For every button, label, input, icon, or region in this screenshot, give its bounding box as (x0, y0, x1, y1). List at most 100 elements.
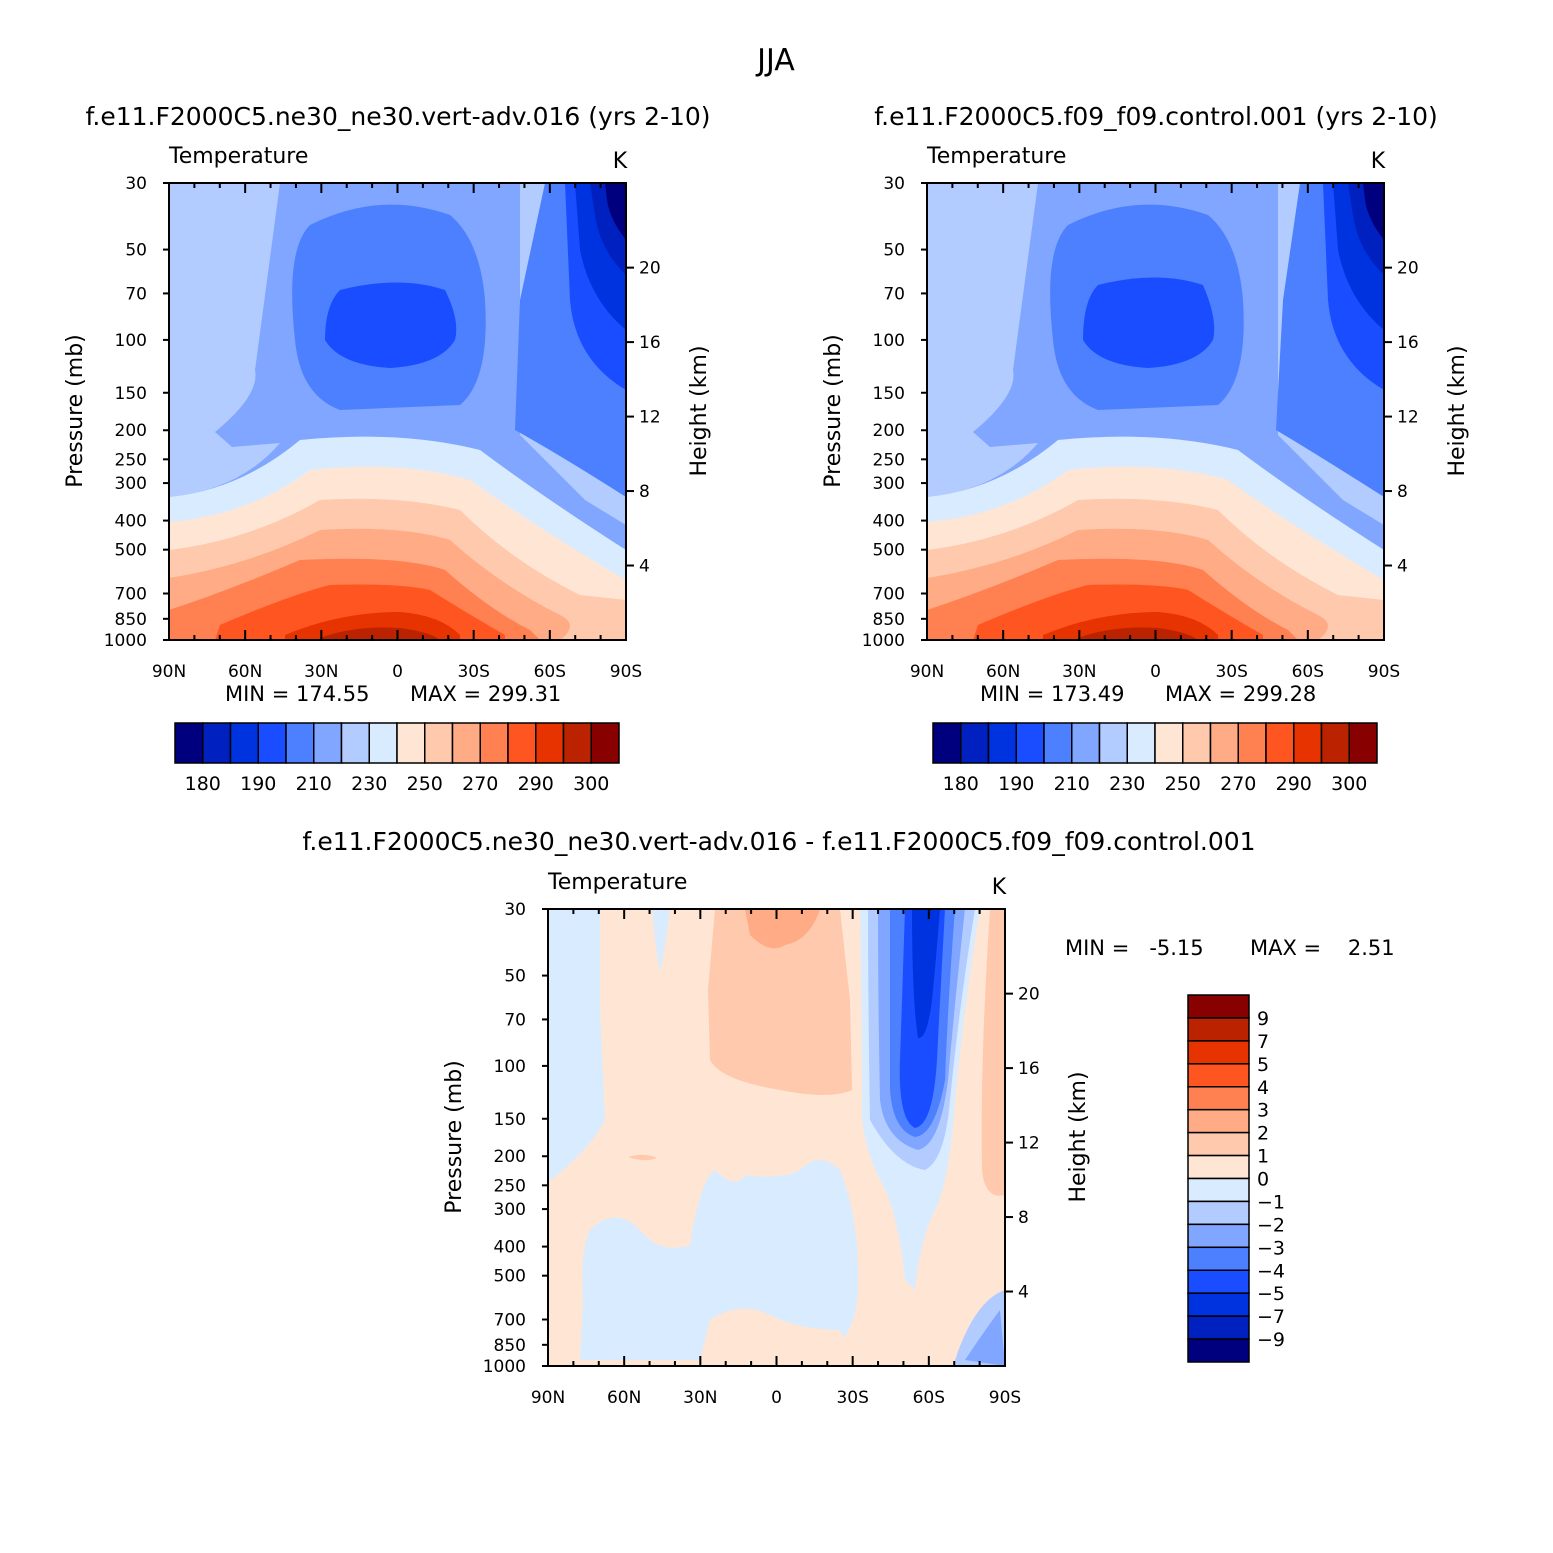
colorbar-swatch (1237, 722, 1267, 764)
y2-tick-label: 20 (1397, 259, 1419, 279)
colorbar-label: 250 (1165, 773, 1201, 795)
panel-3-units: K (992, 875, 1007, 900)
panel-3-min: MIN = -5.15 (1065, 936, 1204, 960)
y-tick-label: 1000 (104, 631, 147, 651)
colorbar-swatch (1320, 722, 1350, 764)
x-tick-label: 90S (610, 662, 642, 682)
colorbar-swatch (1187, 1063, 1250, 1088)
x-tick-label: 60N (607, 1388, 641, 1408)
x-tick-label: 0 (1150, 662, 1161, 682)
colorbar-label: 190 (240, 773, 276, 795)
panel-2: f.e11.F2000C5.f09_f09.control.001 (yrs 2… (821, 102, 1470, 795)
page-title: JJA (755, 43, 795, 78)
colorbar-swatch (932, 722, 962, 764)
y2-tick-label: 12 (1018, 1134, 1040, 1154)
colorbar-swatch (1182, 722, 1212, 764)
colorbar-swatch (1187, 1200, 1250, 1226)
colorbar-swatch (202, 722, 232, 764)
y2-tick-label: 16 (1397, 333, 1419, 353)
colorbar-label: 4 (1257, 1077, 1269, 1099)
y-tick-label: 850 (873, 610, 905, 630)
colorbar-swatch (1187, 1269, 1250, 1294)
colorbar-swatch (1043, 722, 1073, 764)
panel-2-contours (927, 183, 1384, 640)
x-tick-label: 30N (304, 662, 338, 682)
colorbar-label: 300 (573, 773, 609, 795)
x-tick-label: 90S (1368, 662, 1400, 682)
colorbar-swatch (1187, 1177, 1250, 1203)
y-tick-label: 250 (494, 1176, 526, 1196)
y-tick-label: 850 (115, 610, 147, 630)
colorbar-label: 300 (1331, 773, 1367, 795)
y-tick-label: 250 (115, 450, 147, 470)
colorbar-label: 2 (1257, 1123, 1269, 1145)
panel-1-axes: 3050701001502002503004005007008501000481… (104, 174, 661, 682)
colorbar-swatch (1187, 1338, 1250, 1363)
colorbar-swatch (285, 722, 315, 764)
panel-1-ylabel: Pressure (mb) (63, 334, 88, 488)
panel-2-y2label: Height (km) (1445, 345, 1470, 476)
colorbar-swatch (174, 722, 204, 764)
colorbar-swatch (257, 722, 287, 764)
panel-2-ylabel: Pressure (mb) (821, 334, 846, 488)
colorbar-swatch (451, 722, 481, 764)
y2-tick-label: 16 (639, 333, 661, 353)
x-tick-label: 90N (531, 1388, 565, 1408)
panel-1-y2label: Height (km) (687, 345, 712, 476)
y-tick-label: 70 (125, 284, 147, 304)
colorbar-label: 210 (1054, 773, 1090, 795)
y-tick-label: 100 (873, 331, 905, 351)
colorbar-swatch (562, 722, 592, 764)
y-tick-label: 500 (115, 541, 147, 561)
y-tick-label: 150 (494, 1110, 526, 1130)
x-tick-label: 90N (910, 662, 944, 682)
panel-1-contours (169, 183, 626, 640)
x-tick-label: 60S (1292, 662, 1324, 682)
colorbar-swatch (1187, 1017, 1250, 1042)
y2-tick-label: 4 (1018, 1283, 1029, 1303)
y-tick-label: 150 (115, 384, 147, 404)
colorbar-swatch (1265, 722, 1295, 764)
panel-1-min: MIN = 174.55 (225, 682, 369, 706)
x-tick-label: 0 (771, 1388, 782, 1408)
y-tick-label: 30 (504, 900, 526, 920)
panel-1-colorbar: 180 190 210 230 250 270 290 300 (174, 722, 620, 795)
colorbar-swatch (1187, 1131, 1250, 1157)
colorbar-swatch (1293, 722, 1323, 764)
colorbar-swatch (1098, 722, 1128, 764)
colorbar-swatch (424, 722, 454, 764)
panel-3-max: MAX = 2.51 (1250, 936, 1395, 960)
panel-1-title: f.e11.F2000C5.ne30_ne30.vert-adv.016 (yr… (85, 102, 710, 131)
panel-3-subtitle: Temperature (547, 870, 687, 895)
colorbar-label: 210 (296, 773, 332, 795)
colorbar-label: 180 (943, 773, 979, 795)
panel-2-colorbar: 180 190 210 230 250 270 290 300 (932, 722, 1378, 795)
panel-2-units: K (1371, 149, 1386, 174)
colorbar-label: 190 (998, 773, 1034, 795)
y-tick-label: 30 (125, 174, 147, 194)
colorbar-swatch (1348, 722, 1378, 764)
panel-2-min: MIN = 173.49 (980, 682, 1124, 706)
x-tick-label: 60S (913, 1388, 945, 1408)
colorbar-label: 270 (462, 773, 498, 795)
colorbar-label: −3 (1257, 1237, 1285, 1259)
colorbar-swatch (1187, 1223, 1250, 1249)
panel-3-y2label: Height (km) (1066, 1071, 1091, 1202)
x-tick-label: 30N (1062, 662, 1096, 682)
y-tick-label: 30 (883, 174, 905, 194)
colorbar-swatch (1154, 722, 1184, 764)
y-tick-label: 700 (494, 1311, 526, 1331)
colorbar-swatch (1187, 1292, 1250, 1317)
y-tick-label: 100 (115, 331, 147, 351)
colorbar-label: 290 (1276, 773, 1312, 795)
panel-2-max: MAX = 299.28 (1165, 682, 1316, 706)
colorbar-label: 270 (1220, 773, 1256, 795)
panel-3-title: f.e11.F2000C5.ne30_ne30.vert-adv.016 - f… (302, 827, 1255, 856)
y-tick-label: 250 (873, 450, 905, 470)
colorbar-swatch (1187, 1040, 1250, 1065)
colorbar-label: 230 (351, 773, 387, 795)
y-tick-label: 50 (504, 967, 526, 987)
colorbar-label: 290 (518, 773, 554, 795)
